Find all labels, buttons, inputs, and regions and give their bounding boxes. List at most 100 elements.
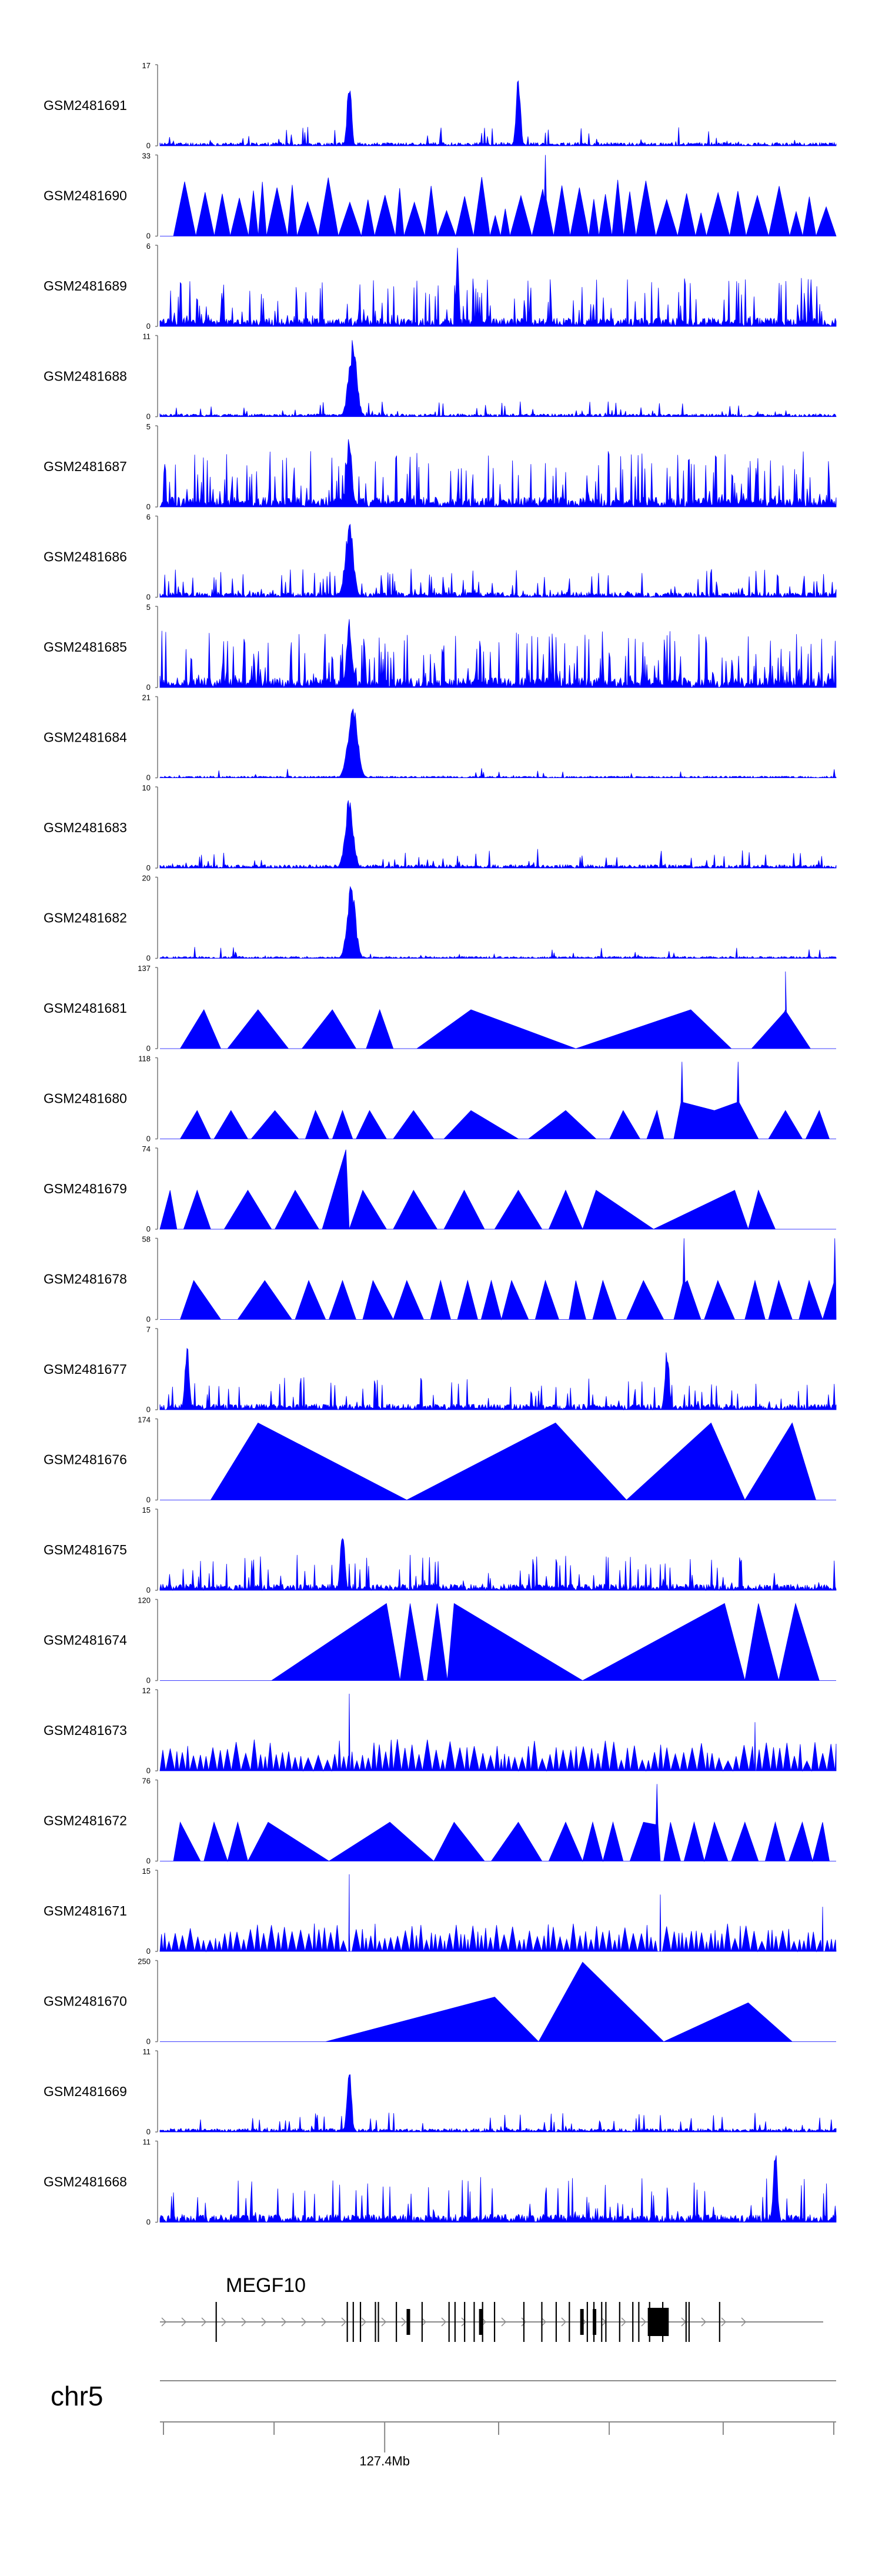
y-max-label: 7	[146, 1325, 151, 1334]
coverage-area	[159, 1538, 837, 1591]
track-label: GSM2481668	[44, 2174, 127, 2190]
track-label: GSM2481686	[44, 549, 127, 565]
gene-annotation-track: MEGF10	[160, 2274, 823, 2342]
coverage-area	[159, 80, 837, 147]
y-max-label: 33	[142, 152, 151, 161]
y-min-label: 0	[146, 773, 151, 782]
strand-arrow	[641, 2317, 647, 2327]
y-max-label: 118	[138, 1055, 151, 1063]
y-min-label: 0	[146, 1947, 151, 1956]
y-min-label: 0	[146, 1044, 151, 1053]
track-label: GSM2481690	[44, 188, 127, 203]
track-label: GSM2481689	[44, 278, 127, 293]
strand-arrow	[301, 2317, 307, 2327]
track-GSM2481672: GSM2481672 76 0	[44, 1777, 836, 1866]
coverage-area	[160, 1961, 836, 2043]
track-GSM2481679: GSM2481679 74 0	[44, 1144, 836, 1233]
track-label: GSM2481691	[44, 98, 127, 113]
coverage-area	[160, 1422, 836, 1501]
exon	[406, 2309, 410, 2335]
coverage-area	[159, 2155, 837, 2223]
track-label: GSM2481670	[44, 1994, 127, 2009]
exon	[479, 2309, 483, 2335]
exon	[580, 2309, 584, 2335]
y-max-label: 10	[142, 783, 151, 792]
y-max-label: 15	[142, 1867, 151, 1876]
coverage-area	[160, 1238, 837, 1321]
y-min-label: 0	[146, 593, 151, 602]
coverage-tracks: GSM2481691170GSM2481690330GSM248168960GS…	[44, 61, 837, 2227]
y-max-label: 17	[142, 61, 151, 70]
strand-arrow	[341, 2317, 347, 2327]
chromosome-label: chr5	[51, 2381, 103, 2411]
strand-arrow	[541, 2317, 547, 2327]
track-GSM2481680: GSM2481680 118 0	[44, 1055, 836, 1143]
y-max-label: 21	[142, 693, 151, 702]
y-max-label: 6	[146, 242, 151, 251]
strand-arrow	[741, 2317, 747, 2327]
strand-arrow	[561, 2317, 567, 2327]
track-GSM2481691: GSM2481691 17 0	[44, 61, 837, 150]
y-min-label: 0	[146, 1496, 151, 1504]
strand-arrow	[401, 2317, 407, 2327]
y-max-label: 137	[138, 964, 151, 973]
y-min-label: 0	[146, 683, 151, 692]
coverage-area	[159, 1347, 837, 1411]
strand-arrow	[241, 2317, 247, 2327]
y-min-label: 0	[146, 1766, 151, 1775]
strand-arrow	[221, 2317, 227, 2327]
track-label: GSM2481681	[44, 1000, 127, 1016]
exon	[593, 2309, 597, 2335]
y-min-label: 0	[146, 1134, 151, 1143]
y-min-label: 0	[146, 1405, 151, 1414]
track-label: GSM2481672	[44, 1813, 127, 1828]
y-min-label: 0	[146, 2218, 151, 2227]
coverage-area	[160, 1784, 836, 1863]
strand-arrow	[261, 2317, 267, 2327]
y-max-label: 120	[138, 1596, 151, 1605]
track-label: GSM2481685	[44, 639, 127, 655]
y-min-label: 0	[146, 232, 151, 241]
axis-position-label: 127.4Mb	[359, 2454, 410, 2468]
coverage-area	[159, 439, 837, 508]
coverage-area	[159, 800, 837, 869]
track-label: GSM2481687	[44, 459, 127, 474]
coverage-area	[160, 155, 837, 238]
gene-exons	[215, 2302, 720, 2342]
track-GSM2481685: GSM2481685 5 0	[44, 603, 837, 692]
strand-arrow	[521, 2317, 527, 2327]
track-label: GSM2481673	[44, 1723, 127, 1738]
y-min-label: 0	[146, 412, 151, 421]
y-min-label: 0	[146, 1676, 151, 1685]
track-GSM2481688: GSM2481688 11 0	[44, 332, 837, 421]
y-max-label: 20	[142, 874, 151, 883]
y-min-label: 0	[146, 141, 151, 150]
track-label: GSM2481683	[44, 820, 127, 835]
genome-axis: chr5 127.4Mb	[51, 2380, 836, 2468]
coverage-area	[159, 248, 837, 328]
strand-arrow	[701, 2317, 707, 2327]
y-min-label: 0	[146, 1586, 151, 1594]
y-max-label: 6	[146, 513, 151, 522]
strand-arrow	[161, 2317, 167, 2327]
coverage-area	[159, 1693, 837, 1772]
utr-block	[647, 2308, 669, 2336]
track-label: GSM2481671	[44, 1903, 127, 1918]
track-GSM2481681: GSM2481681 137 0	[44, 964, 836, 1053]
track-label: GSM2481679	[44, 1181, 127, 1196]
track-label: GSM2481688	[44, 369, 127, 384]
track-GSM2481678: GSM2481678 58 0	[44, 1235, 837, 1324]
track-label: GSM2481669	[44, 2084, 127, 2099]
strand-arrow	[621, 2317, 627, 2327]
y-min-label: 0	[146, 863, 151, 872]
coverage-area	[159, 619, 837, 689]
coverage-area	[159, 1149, 836, 1230]
y-max-label: 74	[142, 1144, 151, 1153]
track-label: GSM2481678	[44, 1272, 127, 1287]
track-GSM2481683: GSM2481683 10 0	[44, 783, 837, 872]
coverage-area	[159, 2074, 837, 2133]
track-label: GSM2481677	[44, 1362, 127, 1377]
y-min-label: 0	[146, 2127, 151, 2136]
y-min-label: 0	[146, 1857, 151, 1866]
track-GSM2481677: GSM2481677 7 0	[44, 1325, 837, 1414]
